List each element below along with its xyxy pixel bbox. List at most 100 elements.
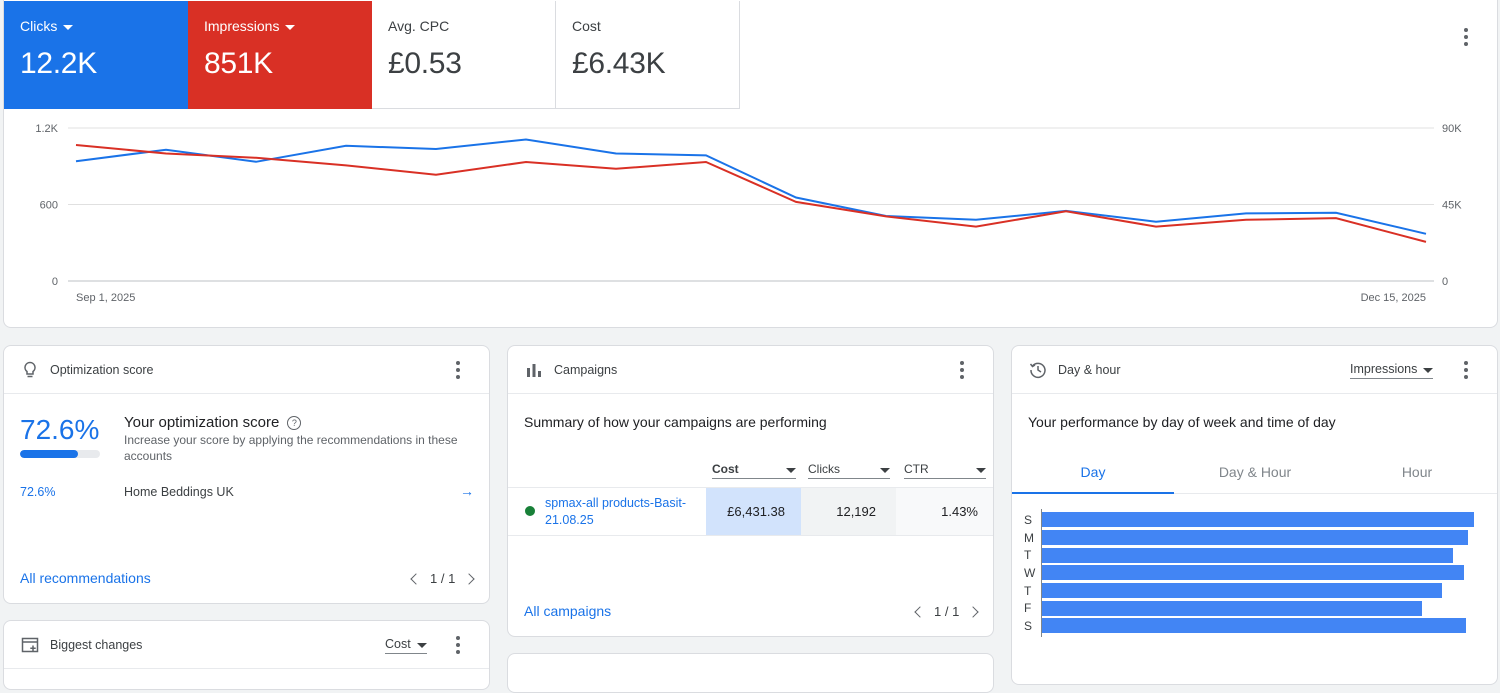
day-bar[interactable] (1042, 600, 1423, 616)
day-label: M (1024, 530, 1034, 545)
y-left-tick-label: 1.2K (35, 123, 58, 135)
caret-down-icon (63, 24, 74, 30)
status-enabled-icon (525, 506, 535, 516)
day-bar-row: T (1024, 546, 1474, 564)
y-left-tick-label: 0 (52, 276, 58, 288)
account-name[interactable]: Home Beddings UK (124, 485, 234, 499)
day-bar-row: S (1024, 617, 1474, 635)
day-bar[interactable] (1042, 565, 1465, 581)
card-title: Day & hour (1058, 362, 1121, 377)
day-label: F (1024, 601, 1032, 616)
y-right-tick-label: 90K (1442, 123, 1462, 135)
day-label: W (1024, 565, 1036, 580)
metric-impressions[interactable]: Impressions 851K (188, 1, 372, 109)
pager-text: 1 / 1 (934, 604, 960, 619)
x-start-label: Sep 1, 2025 (76, 292, 135, 304)
column-label: CTR (904, 462, 929, 476)
metric-value: 851K (204, 47, 273, 80)
optimization-description: Increase your score by applying the reco… (124, 433, 458, 463)
tab-hour[interactable]: Hour (1401, 463, 1433, 480)
metric-select-value: Cost (385, 637, 411, 651)
day-hour-summary: Your performance by day of week and time… (1028, 414, 1336, 430)
pagination: 1 / 1 (410, 571, 475, 586)
metric-avg-cpc[interactable]: Avg. CPC £0.53 (372, 1, 556, 109)
biggest-changes-card: Biggest changes Cost (3, 620, 490, 690)
metric-select[interactable]: Cost (385, 637, 427, 654)
table-row: spmax-all products-Basit-21.08.25 £6,431… (508, 487, 993, 536)
metric-select-value: Impressions (1350, 362, 1418, 376)
caret-down-icon (786, 467, 796, 473)
more-options-icon[interactable] (950, 358, 974, 382)
day-bar-row: T (1024, 582, 1474, 600)
ctr-cell: 1.43% (896, 488, 993, 535)
bar-chart-icon (524, 360, 544, 380)
day-hour-card: Day & hour Impressions Your performance … (1011, 345, 1498, 685)
day-bar[interactable] (1042, 530, 1468, 546)
performance-line-chart: 1.2K 90K 600 45K 0 0 Sep 1, 2025 Dec 15, 2025 (35, 123, 1462, 304)
cost-cell: £6,431.38 (706, 488, 801, 535)
metric-label: Impressions (204, 18, 280, 34)
column-label: Clicks (808, 462, 840, 476)
arrow-right-icon[interactable]: → (460, 483, 474, 499)
day-bar-row: F (1024, 599, 1474, 617)
tab-day[interactable]: Day (1012, 450, 1174, 494)
all-campaigns-link[interactable]: All campaigns (524, 603, 612, 619)
metric-value: 12.2K (20, 47, 97, 80)
more-options-icon[interactable] (1454, 25, 1478, 49)
overview-card: Clicks 12.2K Impressions 851K Avg. CPC £… (3, 0, 1498, 328)
campaigns-summary: Summary of how your campaigns are perfor… (524, 414, 827, 430)
metric-value: £0.53 (388, 47, 462, 80)
y-left-tick-label: 600 (40, 200, 58, 212)
day-bar-row: S (1024, 511, 1474, 529)
clicks-cell: 12,192 (801, 488, 896, 535)
day-bar[interactable] (1042, 583, 1442, 599)
campaign-name-link[interactable]: spmax-all products-Basit-21.08.25 (545, 495, 687, 527)
column-label: Cost (712, 462, 739, 476)
chevron-left-icon[interactable] (410, 572, 422, 585)
metric-cost[interactable]: Cost £6.43K (556, 1, 740, 109)
all-recommendations-link[interactable]: All recommendations (20, 570, 151, 586)
metric-label: Avg. CPC (388, 18, 450, 34)
caret-down-icon (976, 467, 986, 473)
more-options-icon[interactable] (446, 358, 470, 382)
card-title: Biggest changes (50, 637, 143, 652)
more-options-icon[interactable] (446, 633, 470, 657)
metric-label: Cost (572, 18, 601, 34)
metric-label: Clicks (20, 18, 58, 34)
caret-down-icon (416, 642, 427, 648)
calendar-plus-icon (20, 635, 40, 655)
optimization-score-bar (20, 450, 100, 458)
caret-down-icon (285, 24, 296, 30)
account-score: 72.6% (20, 485, 56, 499)
day-label: S (1024, 618, 1033, 633)
day-bar[interactable] (1042, 618, 1467, 634)
column-header-clicks[interactable]: Clicks (808, 462, 890, 479)
day-bar[interactable] (1042, 547, 1453, 563)
caret-down-icon (1423, 367, 1434, 373)
more-options-icon[interactable] (1454, 358, 1478, 382)
metric-clicks[interactable]: Clicks 12.2K (4, 1, 188, 109)
metric-select[interactable]: Impressions (1350, 362, 1434, 379)
day-bar[interactable] (1042, 512, 1474, 528)
column-header-cost[interactable]: Cost (712, 462, 796, 479)
pager-text: 1 / 1 (430, 571, 456, 586)
day-label: T (1024, 583, 1032, 598)
series-line-impressions (75, 144, 1427, 243)
day-bar-row: W (1024, 564, 1474, 582)
tab-day-and-hour[interactable]: Day & Hour (1218, 463, 1292, 480)
day-label: T (1024, 548, 1032, 563)
column-header-ctr[interactable]: CTR (904, 462, 986, 479)
clock-history-icon (1028, 360, 1048, 380)
optimization-score-value: 72.6% (20, 414, 100, 445)
lightbulb-icon (20, 360, 40, 380)
card-title: Campaigns (554, 362, 618, 377)
y-right-tick-label: 45K (1442, 200, 1462, 212)
y-right-tick-label: 0 (1442, 276, 1448, 288)
chevron-right-icon[interactable] (463, 572, 475, 585)
chevron-right-icon[interactable] (967, 605, 979, 618)
help-icon[interactable]: ? (287, 415, 302, 430)
metric-value: £6.43K (572, 47, 666, 80)
chevron-left-icon[interactable] (914, 605, 926, 618)
pagination: 1 / 1 (914, 604, 979, 619)
